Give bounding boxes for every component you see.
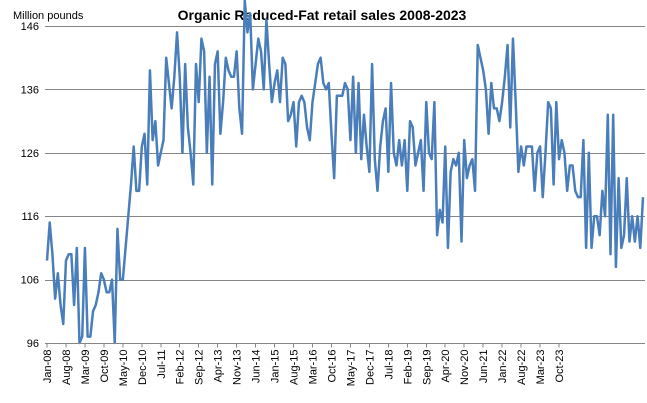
x-tick-label: Oct-16 (326, 350, 338, 383)
x-tick-label: Jan-15 (270, 350, 282, 384)
x-tick-label: Aug-08 (61, 350, 73, 385)
x-tick-labels: Jan-08 Aug-08 Mar-09 Oct-09 May-10 Dec-10 Jul-… (42, 343, 566, 387)
x-tick-label: Sep-12 (194, 350, 206, 385)
x-tick-label: Jun-14 (251, 350, 263, 384)
series-layer (45, 0, 645, 345)
x-tick-label: Jan-08 (42, 350, 54, 384)
y-tick-label: 146 (21, 21, 39, 33)
x-tick-label: Dec-10 (137, 350, 149, 385)
x-tick-label: Jan-22 (497, 350, 509, 384)
x-tick-label: Sep-19 (421, 350, 433, 385)
x-tick-label: Mar-09 (80, 350, 92, 385)
x-tick-label: Apr-13 (213, 350, 225, 383)
x-tick-label: Jul-11 (156, 350, 168, 379)
x-tick-label: Mar-16 (307, 350, 319, 385)
x-tick-label: Feb-19 (402, 350, 414, 385)
y-axis-label: Million pounds (13, 10, 84, 22)
y-tick-label: 116 (21, 211, 39, 223)
x-tick-label: May-17 (345, 350, 357, 387)
y-tick-labels: 96 106 116 126 136 146 (21, 21, 39, 350)
x-tick-label: Mar-23 (535, 350, 547, 385)
x-tick-label: Feb-12 (175, 350, 187, 385)
y-tick-label: 106 (21, 275, 39, 287)
x-tick-label: Dec-17 (364, 350, 376, 385)
y-tick-label: 96 (27, 338, 39, 350)
x-tick-label: Oct-09 (99, 350, 111, 383)
x-tick-label: Nov-20 (459, 350, 471, 385)
series-line (45, 0, 645, 345)
x-tick-label: May-10 (118, 350, 130, 387)
x-tick-label: Jun-21 (478, 350, 490, 384)
x-tick-label: Oct-23 (554, 350, 566, 383)
x-tick-label: Aug-15 (289, 350, 301, 385)
x-tick-label: Jul-18 (383, 350, 395, 380)
x-tick-label: Nov-13 (232, 350, 244, 385)
y-tick-label: 126 (21, 148, 39, 160)
chart-title: Organic Reduced-Fat retail sales 2008-20… (178, 7, 467, 23)
x-tick-label: Aug-22 (516, 350, 528, 385)
x-tick-label: Apr-20 (440, 350, 452, 383)
y-tick-label: 136 (21, 84, 39, 96)
